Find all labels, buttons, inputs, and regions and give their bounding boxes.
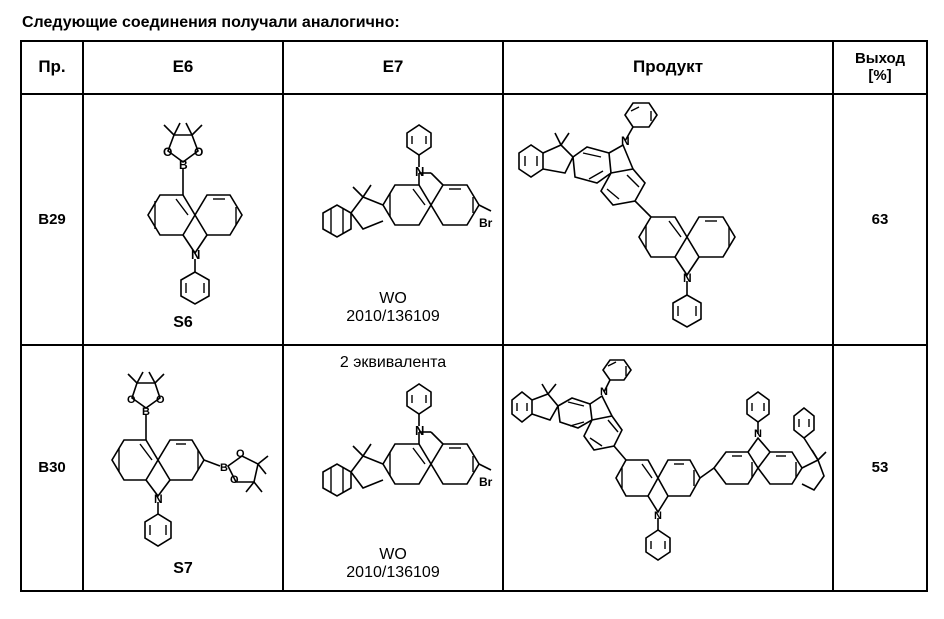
- cell-pr: B29: [21, 94, 83, 345]
- e7-ref: WO 2010/136109: [346, 546, 439, 581]
- header-yield: Выход [%]: [833, 41, 927, 94]
- svg-text:B: B: [220, 462, 228, 474]
- compounds-table: Пр. E6 E7 Продукт Выход [%] B29: [20, 40, 928, 592]
- cell-yield: 53: [833, 345, 927, 591]
- svg-text:Br: Br: [479, 475, 493, 489]
- cell-e7: 2 эквивалента N: [283, 345, 503, 591]
- structure-s7-icon: O O B: [86, 358, 281, 558]
- table-row: B29 O O B: [21, 94, 927, 345]
- svg-text:O: O: [127, 394, 136, 406]
- structure-s6-icon: O O B: [108, 107, 258, 312]
- structure-e7-b30-icon: N Br: [291, 374, 496, 544]
- cell-product: N: [503, 345, 833, 591]
- e6-label: S6: [173, 314, 193, 332]
- structure-product-b30-icon: N: [508, 348, 828, 588]
- svg-text:O: O: [230, 474, 239, 486]
- table-row: B30 O O B: [21, 345, 927, 591]
- header-yield-label: Выход: [855, 50, 905, 67]
- table-header-row: Пр. E6 E7 Продукт Выход [%]: [21, 41, 927, 94]
- svg-text:Br: Br: [479, 216, 493, 230]
- header-e7: E7: [283, 41, 503, 94]
- svg-text:O: O: [163, 145, 172, 159]
- e6-label: S7: [173, 560, 193, 578]
- header-pr: Пр.: [21, 41, 83, 94]
- header-e6: E6: [83, 41, 283, 94]
- cell-e7: N: [283, 94, 503, 345]
- cell-pr: B30: [21, 345, 83, 591]
- header-product: Продукт: [503, 41, 833, 94]
- header-yield-unit: [%]: [868, 67, 891, 84]
- svg-text:O: O: [156, 394, 165, 406]
- e7-ref: WO 2010/136109: [346, 290, 439, 325]
- table-caption: Следующие соединения получали аналогично…: [22, 14, 934, 32]
- svg-text:O: O: [194, 145, 203, 159]
- structure-e7-b29-icon: N: [291, 113, 496, 288]
- cell-e6: O O B: [83, 94, 283, 345]
- cell-product: N: [503, 94, 833, 345]
- structure-product-b29-icon: N: [511, 97, 826, 342]
- cell-e6: O O B: [83, 345, 283, 591]
- cell-yield: 63: [833, 94, 927, 345]
- svg-text:O: O: [236, 448, 245, 460]
- equivalents-note: 2 эквивалента: [340, 354, 446, 372]
